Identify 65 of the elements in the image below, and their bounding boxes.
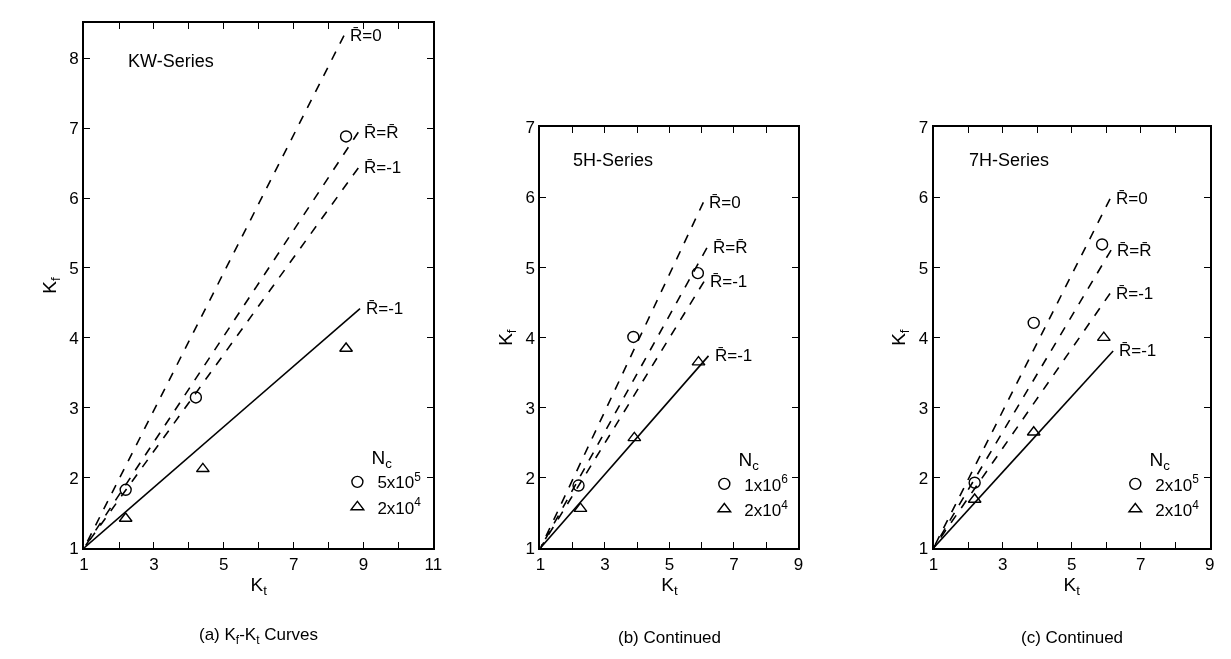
legend-label: 2x10$^{4}$: [744, 497, 789, 520]
x-tick-label: 5: [1066, 555, 1077, 575]
y-tick-label: 7: [918, 118, 929, 138]
y-tick-label: 7: [525, 118, 536, 138]
text: 5H-Series: [573, 150, 654, 170]
y-tick-label: 1: [918, 538, 929, 558]
legend-title: N$_{c}$: [371, 447, 393, 472]
text: (a) K$_{f}$-K$_{t}$ Curves: [199, 625, 319, 647]
y-tick-label: 5: [918, 258, 929, 278]
y-tick-label: 2: [918, 468, 929, 488]
y-tick-label: 2: [525, 468, 536, 488]
annotation: R̄=-1: [710, 272, 748, 291]
y-tick-label: 7: [69, 118, 79, 138]
legend-label: 2x10$^{4}$: [377, 495, 422, 518]
y-tick-label: 6: [525, 188, 536, 208]
legend-label: 1x10$^{6}$: [744, 472, 789, 495]
annotation: R̄=R̄: [1117, 241, 1152, 260]
text: 7H-Series: [969, 150, 1050, 170]
x-axis-title: K$_{t}$: [250, 573, 268, 598]
y-tick-label: 6: [69, 188, 79, 208]
annotation: R̄=0: [709, 193, 741, 212]
annotation: R̄=-1: [1116, 284, 1154, 303]
x-tick-label: 9: [1205, 555, 1215, 575]
x-axis-title: K$_{t}$: [1063, 574, 1081, 599]
legend-label: 5x10$^{5}$: [377, 470, 422, 493]
x-tick-label: 11: [424, 555, 443, 575]
y-tick-label: 8: [69, 49, 79, 69]
annotation: R̄=-1: [364, 158, 402, 177]
legend-title: N$_{c}$: [738, 449, 760, 474]
x-tick-label: 7: [729, 555, 739, 575]
annotation: R̄=R̄: [364, 123, 399, 142]
x-tick-label: 9: [793, 555, 804, 575]
y-tick-label: 1: [69, 538, 79, 558]
y-tick-label: 4: [525, 328, 536, 348]
y-tick-label: 3: [69, 398, 79, 418]
text: (b) Continued: [618, 628, 722, 647]
x-tick-label: 5: [219, 555, 229, 575]
annotation: R̄=-1: [366, 299, 404, 318]
x-tick-label: 3: [149, 555, 159, 575]
annotation: R̄=0: [350, 26, 382, 45]
annotation: R̄=-1: [715, 346, 753, 365]
legend-title: N$_{c}$: [1149, 449, 1171, 474]
annotation: R̄=0: [1116, 189, 1148, 208]
legend-label: 2x10$^{5}$: [1155, 472, 1200, 495]
text: KW-Series: [128, 51, 214, 71]
annotation: R̄=-1: [1119, 341, 1157, 360]
legend-label: 2x10$^{4}$: [1155, 497, 1200, 520]
y-tick-label: 6: [918, 188, 929, 208]
y-tick-label: 5: [69, 258, 79, 278]
x-tick-label: 5: [664, 555, 675, 575]
y-tick-label: 5: [525, 258, 536, 278]
annotation: R̄=R̄: [713, 238, 748, 257]
x-tick-label: 3: [600, 555, 610, 575]
x-tick-label: 7: [1136, 555, 1146, 575]
y-tick-label: 4: [918, 328, 929, 348]
y-tick-label: 2: [69, 468, 79, 488]
x-tick-label: 3: [997, 555, 1008, 575]
y-tick-label: 3: [918, 398, 929, 418]
x-tick-label: 7: [288, 555, 299, 575]
y-tick-label: 4: [69, 328, 79, 348]
text: (c) Continued: [1021, 628, 1124, 647]
x-axis-title: K$_{t}$: [661, 574, 678, 599]
x-tick-label: 9: [358, 555, 369, 575]
y-tick-label: 1: [525, 538, 536, 558]
y-tick-label: 3: [525, 398, 536, 418]
